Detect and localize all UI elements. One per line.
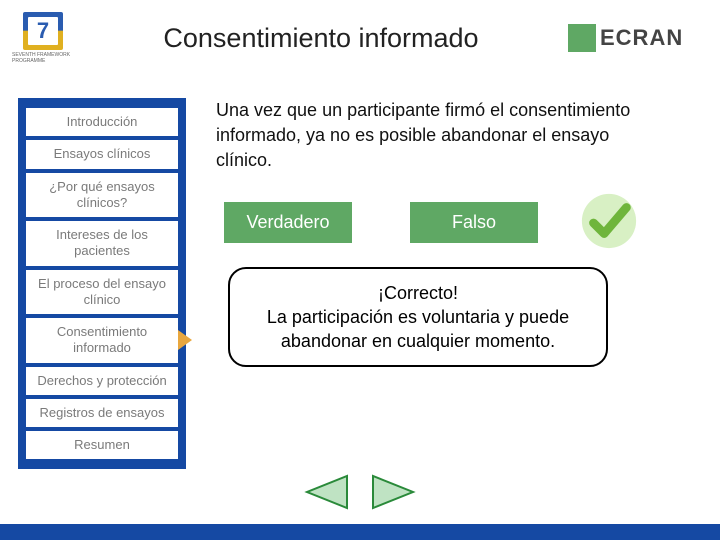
feedback-body: La participación es voluntaria y puede a… bbox=[248, 305, 588, 354]
answer-false-button[interactable]: Falso bbox=[410, 202, 538, 243]
sidebar-item-derechos[interactable]: Derechos y protección bbox=[26, 367, 178, 395]
sidebar-item-ensayos-clinicos[interactable]: Ensayos clínicos bbox=[26, 140, 178, 168]
footer-bar bbox=[0, 524, 720, 540]
feedback-heading: ¡Correcto! bbox=[248, 281, 588, 305]
sidebar-item-intereses[interactable]: Intereses de los pacientes bbox=[26, 221, 178, 266]
sidebar-item-introduccion[interactable]: Introducción bbox=[26, 108, 178, 136]
ecran-square-icon bbox=[568, 24, 596, 52]
page-title: Consentimiento informado bbox=[74, 23, 568, 54]
content-row: Introducción Ensayos clínicos ¿Por qué e… bbox=[0, 68, 720, 469]
main-panel: Una vez que un participante firmó el con… bbox=[186, 98, 720, 469]
next-button[interactable] bbox=[371, 474, 417, 510]
sidebar: Introducción Ensayos clínicos ¿Por qué e… bbox=[18, 98, 186, 469]
sidebar-item-registros[interactable]: Registros de ensayos bbox=[26, 399, 178, 427]
checkmark-icon bbox=[578, 190, 640, 252]
fp7-caption: SEVENTH FRAMEWORK PROGRAMME bbox=[12, 52, 74, 64]
sidebar-item-consentimiento[interactable]: Consentimiento informado bbox=[26, 318, 178, 363]
ecran-text: ECRAN bbox=[600, 25, 683, 51]
prev-button[interactable] bbox=[303, 474, 349, 510]
logo-fp7: SEVENTH FRAMEWORK PROGRAMME bbox=[12, 10, 74, 66]
sidebar-item-proceso[interactable]: El proceso del ensayo clínico bbox=[26, 270, 178, 315]
header: SEVENTH FRAMEWORK PROGRAMME Consentimien… bbox=[0, 0, 720, 68]
sidebar-item-por-que[interactable]: ¿Por qué ensayos clínicos? bbox=[26, 173, 178, 218]
feedback-box: ¡Correcto! La participación es voluntari… bbox=[228, 267, 608, 368]
question-text: Una vez que un participante firmó el con… bbox=[216, 98, 660, 174]
answer-row: Verdadero Falso bbox=[224, 202, 660, 243]
answer-true-button[interactable]: Verdadero bbox=[224, 202, 352, 243]
sidebar-item-resumen[interactable]: Resumen bbox=[26, 431, 178, 459]
logo-ecran: ECRAN bbox=[568, 12, 708, 64]
fp7-icon bbox=[23, 12, 63, 50]
nav-arrows bbox=[303, 474, 417, 510]
